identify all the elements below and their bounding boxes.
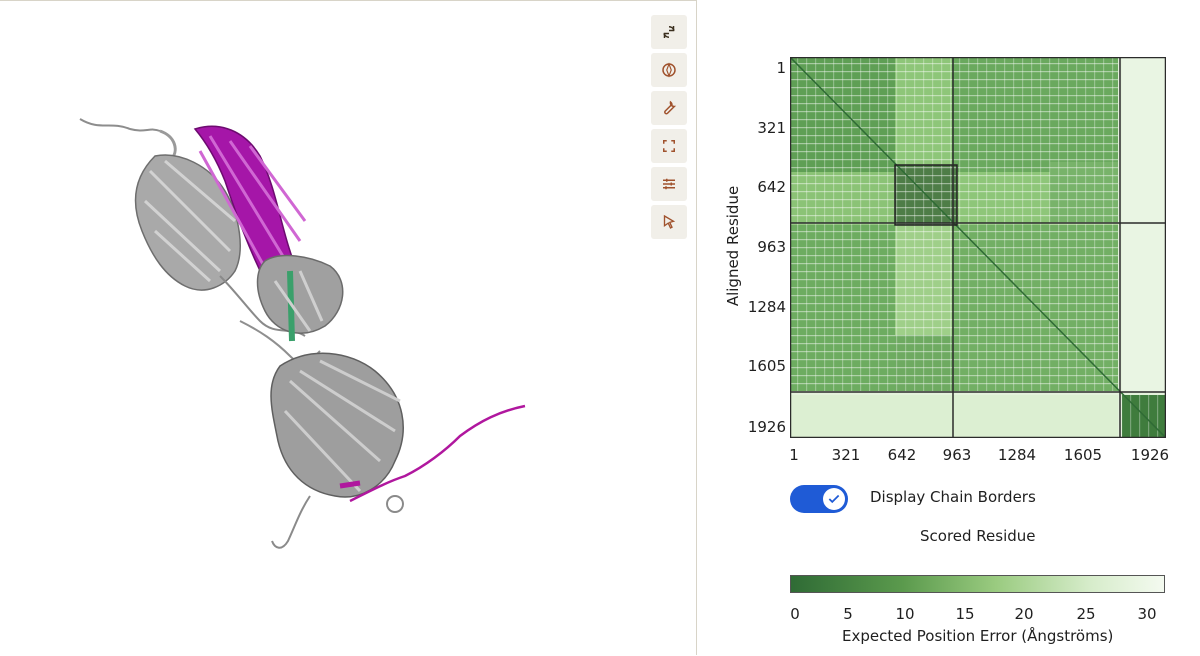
chain-borders-toggle[interactable] xyxy=(790,485,848,513)
colorbar-title: Expected Position Error (Ångströms) xyxy=(842,627,1114,645)
x-tick: 963 xyxy=(942,446,972,464)
check-icon xyxy=(828,494,840,504)
colorbar-tick: 10 xyxy=(895,605,915,623)
colorbar-tick: 20 xyxy=(1014,605,1034,623)
spin-button[interactable] xyxy=(651,53,687,87)
pae-colorbar xyxy=(790,575,1165,593)
settings-icon xyxy=(664,100,677,115)
toggle-knob xyxy=(823,488,845,510)
y-tick: 321 xyxy=(757,119,786,137)
x-axis-label: Scored Residue xyxy=(920,527,1036,545)
select-icon xyxy=(663,214,676,229)
y-tick: 642 xyxy=(757,178,786,196)
y-tick: 1 xyxy=(776,59,786,77)
x-tick: 1926 xyxy=(1130,446,1170,464)
x-tick: 1605 xyxy=(1063,446,1103,464)
colorbar-tick: 15 xyxy=(955,605,975,623)
reset-view-button[interactable] xyxy=(651,15,687,49)
y-tick: 1284 xyxy=(747,298,786,316)
structure-viewer[interactable] xyxy=(0,0,697,655)
adjust-button[interactable] xyxy=(651,167,687,201)
chain-borders-label: Display Chain Borders xyxy=(870,488,1036,506)
x-tick: 1284 xyxy=(997,446,1037,464)
fullscreen-icon xyxy=(663,140,675,152)
y-tick: 1926 xyxy=(747,418,786,436)
x-tick: 321 xyxy=(831,446,861,464)
select-button[interactable] xyxy=(651,205,687,239)
spin-icon xyxy=(662,62,676,78)
colorbar-tick: 5 xyxy=(843,605,853,623)
x-tick: 1 xyxy=(789,446,799,464)
y-tick: 1605 xyxy=(747,357,786,375)
y-tick: 963 xyxy=(757,238,786,256)
settings-button[interactable] xyxy=(651,91,687,125)
x-tick: 642 xyxy=(887,446,917,464)
protein-structure-render[interactable] xyxy=(60,101,540,561)
fullscreen-button[interactable] xyxy=(651,129,687,163)
colorbar-tick: 30 xyxy=(1137,605,1157,623)
pae-heatmap[interactable] xyxy=(790,57,1166,438)
adjust-icon xyxy=(663,178,675,190)
colorbar-tick: 0 xyxy=(790,605,800,623)
viewer-toolbar xyxy=(651,15,687,243)
reset-icon xyxy=(663,26,675,38)
colorbar-tick: 25 xyxy=(1076,605,1096,623)
